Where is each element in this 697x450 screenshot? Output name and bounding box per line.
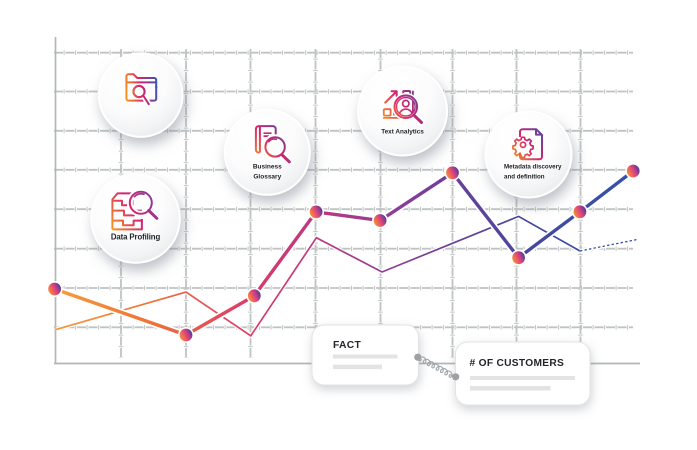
svg-text:Data Profiling: Data Profiling: [111, 233, 161, 242]
svg-text:and definition: and definition: [504, 174, 545, 181]
svg-text:Text Analytics: Text Analytics: [381, 129, 424, 136]
svg-text:Glossary: Glossary: [253, 174, 281, 181]
svg-text:Metadata discovery: Metadata discovery: [504, 164, 562, 171]
svg-text:Business: Business: [253, 164, 282, 171]
svg-text:FACT: FACT: [333, 340, 361, 351]
svg-text:# OF CUSTOMERS: # OF CUSTOMERS: [470, 358, 565, 369]
